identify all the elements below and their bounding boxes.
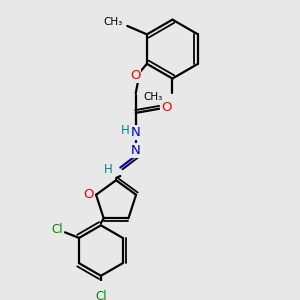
Text: H: H — [121, 124, 129, 137]
Text: CH₃: CH₃ — [143, 92, 163, 102]
Text: O: O — [83, 188, 94, 201]
Text: Cl: Cl — [95, 290, 107, 300]
Text: O: O — [130, 68, 140, 82]
Text: H: H — [104, 163, 113, 176]
Text: N: N — [131, 144, 141, 157]
Text: N: N — [131, 126, 141, 139]
Text: O: O — [161, 101, 172, 114]
Text: CH₃: CH₃ — [104, 17, 123, 27]
Text: Cl: Cl — [51, 223, 63, 236]
